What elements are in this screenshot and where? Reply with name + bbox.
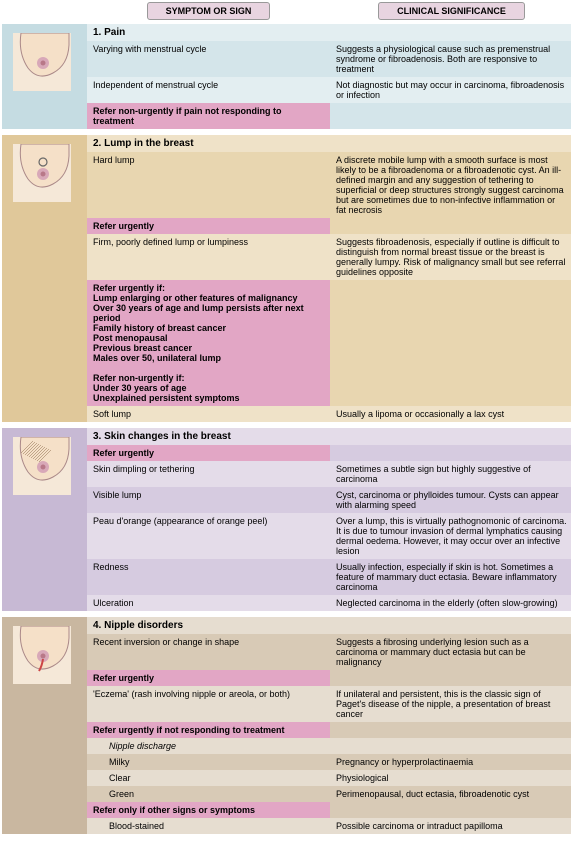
significance-cell: Suggests fibroadenosis, especially if ou… bbox=[330, 234, 571, 280]
table-row: MilkyPregnancy or hyperprolactinaemia bbox=[87, 754, 571, 770]
significance-cell: Pregnancy or hyperprolactinaemia bbox=[330, 754, 571, 770]
table-row: Firm, poorly defined lump or lumpinessSu… bbox=[87, 234, 571, 280]
breast-nipple-icon bbox=[8, 621, 76, 689]
table-row: Visible lumpCyst, carcinoma or phylloide… bbox=[87, 487, 571, 513]
symptom-cell: Milky bbox=[87, 754, 330, 770]
section-pain: 1. PainVarying with menstrual cycleSugge… bbox=[2, 24, 571, 129]
section-title: 2. Lump in the breast bbox=[87, 135, 571, 152]
symptom-cell: 'Eczema' (rash involving nipple or areol… bbox=[87, 686, 330, 722]
table-row: Recent inversion or change in shapeSugge… bbox=[87, 634, 571, 670]
section-title: 4. Nipple disorders bbox=[87, 617, 571, 634]
symptom-header: SYMPTOM OR SIGN bbox=[147, 2, 271, 20]
symptom-cell: Independent of menstrual cycle bbox=[87, 77, 330, 103]
breast-skin-icon bbox=[8, 432, 76, 500]
table-row: Soft lumpUsually a lipoma or occasionall… bbox=[87, 406, 571, 422]
significance-cell: Usually a lipoma or occasionally a lax c… bbox=[330, 406, 571, 422]
refer-text: Refer non-urgently if pain not respondin… bbox=[87, 103, 330, 129]
breast-lump-icon bbox=[8, 139, 76, 207]
significance-cell: Sometimes a subtle sign but highly sugge… bbox=[330, 461, 571, 487]
significance-cell: A discrete mobile lump with a smooth sur… bbox=[330, 152, 571, 218]
symptom-cell: Hard lump bbox=[87, 152, 330, 218]
significance-cell: Not diagnostic but may occur in carcinom… bbox=[330, 77, 571, 103]
table-row: Hard lumpA discrete mobile lump with a s… bbox=[87, 152, 571, 218]
table-row: UlcerationNeglected carcinoma in the eld… bbox=[87, 595, 571, 611]
clinical-header: CLINICAL SIGNIFICANCE bbox=[378, 2, 525, 20]
section-title: 3. Skin changes in the breast bbox=[87, 428, 571, 445]
refer-row: Refer urgently if: Lump enlarging or oth… bbox=[87, 280, 571, 406]
table-row: Skin dimpling or tetheringSometimes a su… bbox=[87, 461, 571, 487]
significance-cell: Cyst, carcinoma or phylloides tumour. Cy… bbox=[330, 487, 571, 513]
refer-text: Refer urgently if not responding to trea… bbox=[87, 722, 330, 738]
section-skin: 3. Skin changes in the breastRefer urgen… bbox=[2, 428, 571, 611]
symptom-cell: Soft lump bbox=[87, 406, 330, 422]
significance-cell: Over a lump, this is virtually pathognom… bbox=[330, 513, 571, 559]
refer-row: Refer urgently if not responding to trea… bbox=[87, 722, 571, 738]
refer-row: Refer non-urgently if pain not respondin… bbox=[87, 103, 571, 129]
refer-text: Refer urgently bbox=[87, 445, 330, 461]
section-title: 1. Pain bbox=[87, 24, 571, 41]
refer-row: Refer only if other signs or symptoms bbox=[87, 802, 571, 818]
significance-cell: Suggests a physiological cause such as p… bbox=[330, 41, 571, 77]
symptom-cell: Skin dimpling or tethering bbox=[87, 461, 330, 487]
symptom-cell: Clear bbox=[87, 770, 330, 786]
symptom-cell: Ulceration bbox=[87, 595, 330, 611]
refer-row: Refer urgently bbox=[87, 218, 571, 234]
symptom-cell: Green bbox=[87, 786, 330, 802]
table-row: ClearPhysiological bbox=[87, 770, 571, 786]
table-row: Peau d'orange (appearance of orange peel… bbox=[87, 513, 571, 559]
refer-text: Refer urgently if: Lump enlarging or oth… bbox=[87, 280, 330, 406]
table-row: GreenPerimenopausal, duct ectasia, fibro… bbox=[87, 786, 571, 802]
significance-cell: Possible carcinoma or intraduct papillom… bbox=[330, 818, 571, 834]
symptom-cell: Peau d'orange (appearance of orange peel… bbox=[87, 513, 330, 559]
significance-cell: If unilateral and persistent, this is th… bbox=[330, 686, 571, 722]
symptom-cell: Varying with menstrual cycle bbox=[87, 41, 330, 77]
significance-cell: Usually infection, especially if skin is… bbox=[330, 559, 571, 595]
table-row: 'Eczema' (rash involving nipple or areol… bbox=[87, 686, 571, 722]
refer-text: Refer only if other signs or symptoms bbox=[87, 802, 330, 818]
sub-heading-text: Nipple discharge bbox=[87, 738, 330, 754]
symptom-cell: Recent inversion or change in shape bbox=[87, 634, 330, 670]
symptom-cell: Blood-stained bbox=[87, 818, 330, 834]
section-nipple: 4. Nipple disordersRecent inversion or c… bbox=[2, 617, 571, 834]
refer-text: Refer urgently bbox=[87, 218, 330, 234]
significance-cell: Physiological bbox=[330, 770, 571, 786]
symptom-cell: Visible lump bbox=[87, 487, 330, 513]
significance-cell: Perimenopausal, duct ectasia, fibroadeno… bbox=[330, 786, 571, 802]
table-row: Independent of menstrual cycleNot diagno… bbox=[87, 77, 571, 103]
significance-cell: Neglected carcinoma in the elderly (ofte… bbox=[330, 595, 571, 611]
significance-cell: Suggests a fibrosing underlying lesion s… bbox=[330, 634, 571, 670]
section-lump: 2. Lump in the breastHard lumpA discrete… bbox=[2, 135, 571, 422]
breast-pain-icon bbox=[8, 28, 76, 96]
refer-text: Refer urgently bbox=[87, 670, 330, 686]
symptom-cell: Redness bbox=[87, 559, 330, 595]
sub-heading: Nipple discharge bbox=[87, 738, 571, 754]
table-row: Blood-stainedPossible carcinoma or intra… bbox=[87, 818, 571, 834]
table-row: Varying with menstrual cycleSuggests a p… bbox=[87, 41, 571, 77]
symptom-cell: Firm, poorly defined lump or lumpiness bbox=[87, 234, 330, 280]
refer-row: Refer urgently bbox=[87, 445, 571, 461]
table-row: RednessUsually infection, especially if … bbox=[87, 559, 571, 595]
refer-row: Refer urgently bbox=[87, 670, 571, 686]
column-headers: SYMPTOM OR SIGN CLINICAL SIGNIFICANCE bbox=[2, 2, 571, 20]
